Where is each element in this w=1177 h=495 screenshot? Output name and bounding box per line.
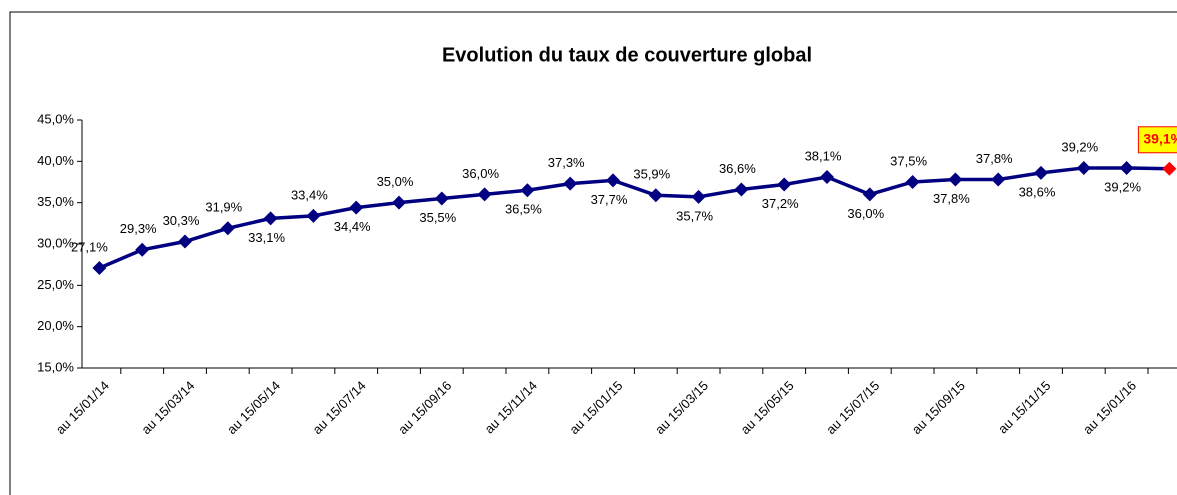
data-label: 35,5% bbox=[419, 210, 456, 225]
data-label: 35,9% bbox=[633, 167, 670, 182]
data-point bbox=[948, 172, 963, 187]
data-point bbox=[1034, 165, 1048, 180]
data-label: 29,3% bbox=[120, 221, 157, 236]
data-point bbox=[477, 187, 492, 202]
data-label: 34,4% bbox=[334, 219, 371, 234]
data-label: 37,7% bbox=[591, 192, 628, 207]
data-point bbox=[691, 189, 706, 204]
data-point bbox=[734, 182, 749, 197]
data-point bbox=[606, 173, 620, 188]
data-label: 33,4% bbox=[291, 187, 328, 202]
data-point bbox=[306, 208, 321, 223]
data-point bbox=[349, 200, 364, 215]
data-label: 38,6% bbox=[1019, 184, 1056, 199]
series-line bbox=[98, 166, 1170, 270]
data-label: 39,1% bbox=[1143, 130, 1177, 146]
data-label: 36,0% bbox=[847, 206, 884, 221]
chart-title: Evolution du taux de couverture global bbox=[442, 44, 812, 66]
data-label: 36,0% bbox=[462, 166, 499, 181]
data-point bbox=[1076, 160, 1091, 175]
data-label: 35,7% bbox=[676, 208, 713, 223]
y-tick-label: 35,0% bbox=[37, 194, 74, 209]
data-point bbox=[991, 172, 1006, 187]
y-tick-label: 45,0% bbox=[37, 111, 74, 126]
data-point bbox=[905, 175, 920, 189]
data-label: 37,3% bbox=[548, 155, 585, 170]
data-label: 35,0% bbox=[377, 174, 414, 189]
y-tick-label: 20,0% bbox=[37, 318, 74, 333]
data-point bbox=[263, 211, 278, 226]
data-label: 33,1% bbox=[248, 230, 285, 245]
data-point bbox=[92, 260, 107, 275]
y-tick-label: 40,0% bbox=[37, 153, 74, 168]
data-point bbox=[563, 176, 578, 191]
data-label: 39,2% bbox=[1104, 179, 1141, 194]
y-tick-label: 15,0% bbox=[37, 359, 74, 374]
data-point bbox=[862, 187, 877, 202]
highlight-label-box bbox=[1137, 126, 1177, 154]
data-point bbox=[520, 183, 535, 198]
data-point bbox=[178, 234, 192, 249]
data-point bbox=[1162, 161, 1177, 176]
data-label: 37,2% bbox=[762, 196, 799, 211]
y-tick-label: 30,0% bbox=[37, 235, 74, 250]
data-point bbox=[392, 195, 406, 210]
data-point bbox=[220, 221, 235, 236]
data-label: 36,5% bbox=[505, 202, 542, 217]
data-label: 27,1% bbox=[71, 239, 108, 254]
data-point bbox=[648, 188, 663, 203]
data-label: 38,1% bbox=[805, 148, 842, 163]
data-label: 31,9% bbox=[205, 200, 242, 215]
data-label: 39,2% bbox=[1061, 139, 1098, 154]
y-tick-label: 25,0% bbox=[37, 277, 74, 292]
data-label: 36,6% bbox=[719, 161, 756, 176]
chart-border bbox=[9, 11, 1177, 495]
data-label: 30,3% bbox=[163, 213, 200, 228]
data-point bbox=[434, 191, 449, 206]
data-point bbox=[135, 242, 150, 257]
data-point bbox=[820, 170, 834, 185]
data-label: 37,8% bbox=[933, 191, 970, 206]
data-point bbox=[777, 177, 792, 192]
data-label: 37,5% bbox=[890, 153, 927, 168]
data-label: 37,8% bbox=[976, 151, 1013, 166]
data-point bbox=[1119, 160, 1134, 175]
